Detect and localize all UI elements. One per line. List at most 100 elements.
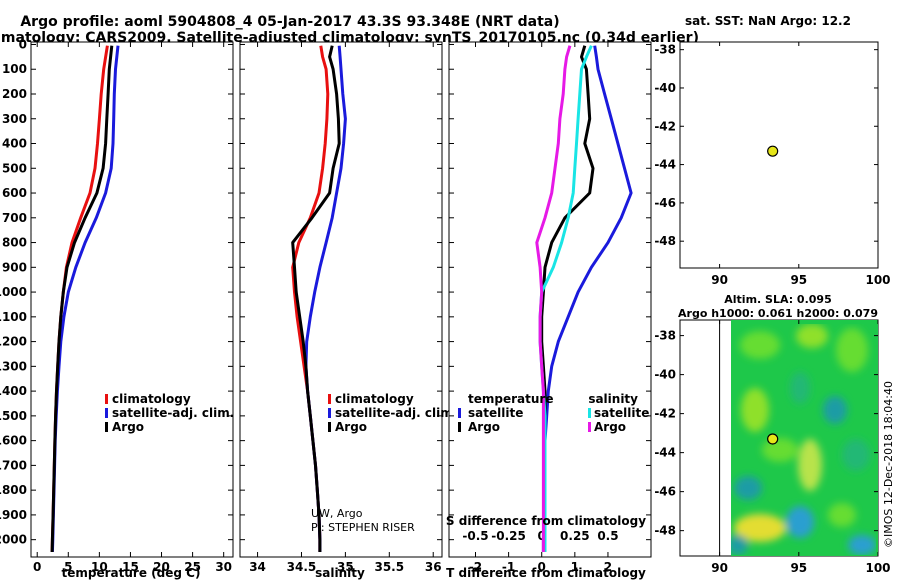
legend-swatch-climatology	[105, 394, 108, 404]
lat-tick-label: -44	[654, 446, 676, 460]
salinity-depth-ticks	[240, 43, 442, 541]
top-tick-label: 0	[538, 529, 546, 543]
depth-tick-label: 1800	[0, 483, 27, 497]
x-tick-label: 30	[215, 560, 232, 574]
depth-tick-label: 1900	[0, 508, 27, 522]
x-tick-label: 35	[337, 560, 354, 574]
series-line-argo	[291, 45, 341, 552]
x-tick-label: 5	[64, 560, 72, 574]
lat-tick-label: -48	[654, 234, 676, 248]
legend-swatch-s-satellite	[588, 408, 591, 418]
legend-label: climatology	[335, 392, 414, 406]
sla-heatmap	[731, 320, 878, 556]
sla-map-title-line2: Argo h1000: 0.061 h2000: 0.079	[678, 307, 878, 320]
lat-tick-label: -48	[654, 524, 676, 538]
depth-tick-label: 0	[19, 37, 27, 51]
figure-title-line1: Argo profile: aoml 5904808_4 05-Jan-2017…	[20, 14, 559, 30]
depth-tick-label: 1700	[0, 458, 27, 472]
salinity-panel: 34 34.5 35 35.5 36 salinity climatology sate…	[239, 41, 457, 580]
series-line-argo	[50, 45, 114, 553]
sla-map-title-line1: Altim. SLA: 0.095	[724, 293, 831, 306]
depth-tick-label: 100	[2, 62, 27, 76]
lat-tick-label: -44	[654, 158, 676, 172]
legend-label: Argo	[594, 420, 626, 434]
legend-swatch-climatology	[328, 394, 331, 404]
x-tick-label: 36	[425, 560, 442, 574]
sla-map-panel: Altim. SLA: 0.095 Argo h1000: 0.061 h200…	[654, 293, 890, 575]
depth-tick-label: 400	[2, 137, 27, 151]
sst-map-title: sat. SST: NaN Argo: 12.2	[685, 14, 851, 28]
difference-legend: temperature satellite Argo salinity sate…	[458, 392, 649, 434]
legend-label: satellite	[468, 406, 523, 420]
depth-tick-label: 300	[2, 112, 27, 126]
lon-tick-label: 100	[865, 561, 890, 575]
lat-tick-label: -40	[654, 81, 676, 95]
salinity-axis-ticks: 34 34.5 35 35.5 36	[249, 42, 442, 574]
salinity-xlabel: salinity	[315, 566, 365, 580]
depth-tick-label: 800	[2, 236, 27, 250]
temperature-xlabel: temperature (deg C)	[62, 566, 201, 580]
depth-tick-label: 1000	[0, 285, 27, 299]
x-tick-label: -2	[469, 560, 482, 574]
depth-tick-label: 700	[2, 211, 27, 225]
legend-swatch-t-satellite	[458, 408, 461, 418]
depth-tick-label: 1600	[0, 434, 27, 448]
x-tick-label: 2	[604, 560, 612, 574]
lat-tick-label: -42	[654, 407, 676, 421]
legend-title-salinity: salinity	[588, 392, 638, 406]
depth-tick-label: 1400	[0, 384, 27, 398]
x-tick-label: 34	[249, 560, 266, 574]
legend-swatch-argo	[328, 422, 331, 432]
sla-map-ticks: -38 -40 -42 -44 -46 -48 90 95 100	[654, 320, 891, 575]
lat-tick-label: -38	[654, 43, 676, 57]
top-tick-label: 0.25	[560, 529, 590, 543]
depth-axis-ticks: 0 100 200 300 400 500 600 700 800 900 1000 1100 1200…	[0, 37, 233, 547]
sst-map-panel: sat. SST: NaN Argo: 12.2 -38 -40 -42 -44 -46…	[654, 14, 890, 287]
imos-watermark: ©IMOS 12-Dec-2018 18:04:40	[882, 381, 895, 548]
argo-position-marker	[767, 433, 779, 445]
legend-swatch-s-argo	[588, 422, 591, 432]
depth-tick-label: 2000	[0, 533, 27, 547]
difference-xlabel: T difference from climatology	[446, 566, 646, 580]
x-tick-label: 15	[122, 560, 139, 574]
legend-label: satellite-adj. clim.	[112, 406, 234, 420]
difference-depth-ticks	[449, 43, 651, 541]
legend-label: satellite	[594, 406, 649, 420]
x-tick-label: 35.5	[374, 560, 404, 574]
legend-swatch-t-argo	[458, 422, 461, 432]
series-line-s-argo	[535, 45, 572, 552]
depth-tick-label: 200	[2, 87, 27, 101]
depth-tick-label: 600	[2, 186, 27, 200]
depth-tick-label: 1500	[0, 409, 27, 423]
lat-tick-label: -46	[654, 485, 676, 499]
lat-tick-label: -40	[654, 368, 676, 382]
legend-swatch-satellite	[328, 408, 331, 418]
pi-text: PI: STEPHEN RISER	[311, 521, 415, 534]
depth-tick-label: 900	[2, 260, 27, 274]
top-tick-label: 0.5	[597, 529, 618, 543]
lon-tick-label: 90	[711, 273, 728, 287]
lat-tick-label: -38	[654, 329, 676, 343]
depth-tick-label: 1100	[0, 310, 27, 324]
lat-tick-label: -46	[654, 196, 676, 210]
credit-text: UW, Argo	[311, 507, 363, 520]
depth-tick-label: 500	[2, 161, 27, 175]
top-tick-label: -0.25	[491, 529, 526, 543]
sst-map-ticks: -38 -40 -42 -44 -46 -48 90 95 100	[654, 42, 891, 287]
lon-tick-label: 90	[711, 561, 728, 575]
difference-xlabel-top: S difference from climatology	[446, 514, 646, 528]
legend-label: Argo	[112, 420, 144, 434]
legend-label: satellite-adj. clim.	[335, 406, 457, 420]
temperature-panel: 0 100 200 300 400 500 600 700 800 900 1000 1100 1200…	[0, 37, 234, 580]
x-tick-label: 25	[184, 560, 201, 574]
temperature-legend: climatology satellite-adj. clim. Argo	[105, 392, 234, 434]
x-tick-label: 0	[538, 560, 546, 574]
depth-tick-label: 1200	[0, 335, 27, 349]
x-tick-label: -1	[502, 560, 515, 574]
legend-label: Argo	[335, 420, 367, 434]
lon-tick-label: 95	[790, 273, 807, 287]
legend-label: climatology	[112, 392, 191, 406]
legend-swatch-satellite	[105, 408, 108, 418]
x-tick-label: 1	[571, 560, 579, 574]
x-tick-label: 20	[153, 560, 170, 574]
